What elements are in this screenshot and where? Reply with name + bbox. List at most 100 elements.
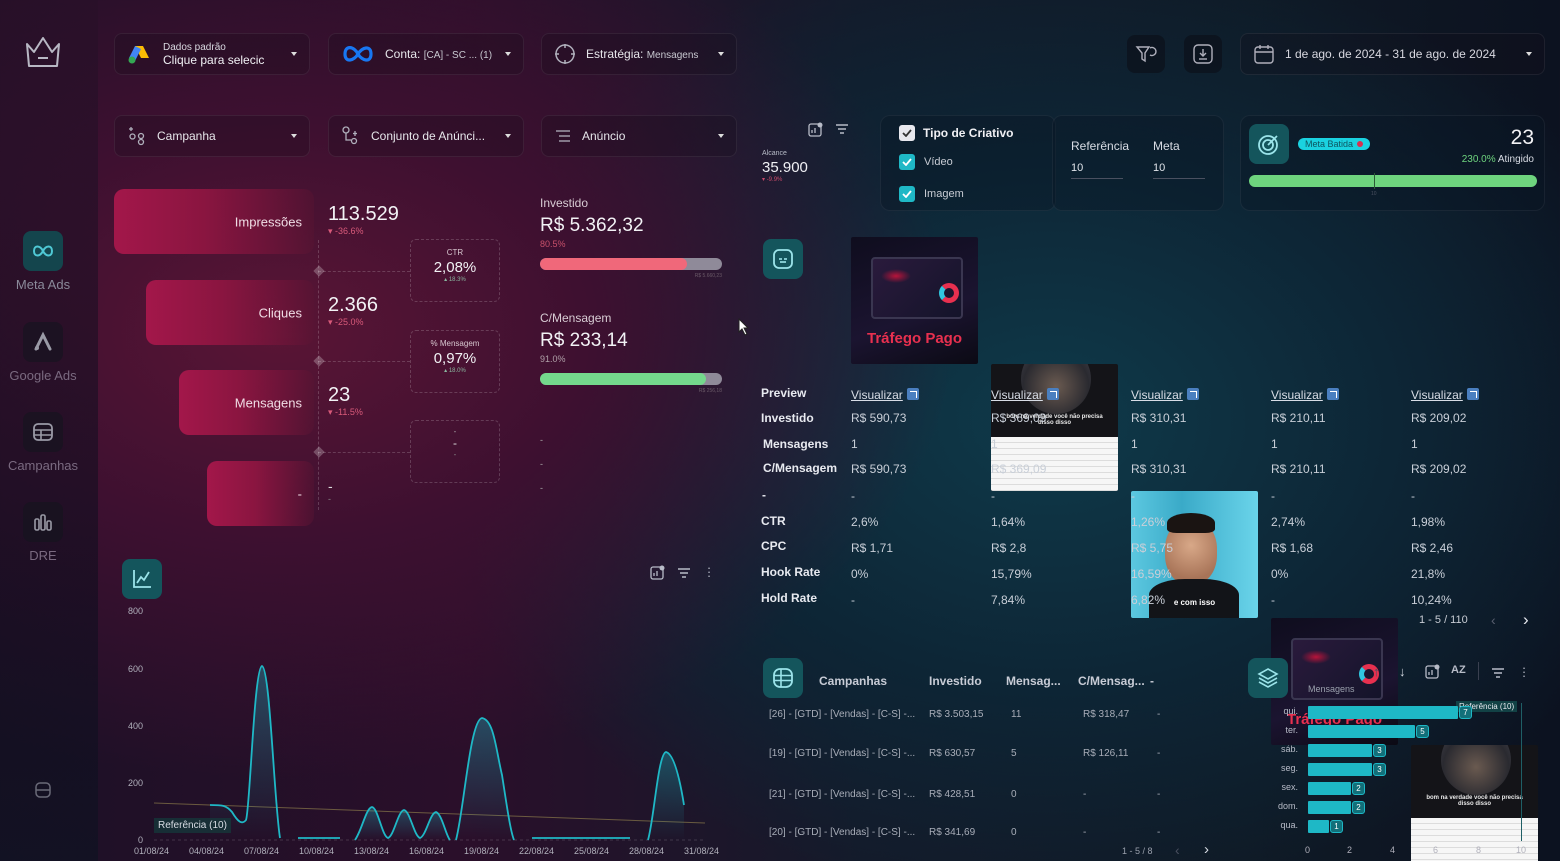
tipo-criativo-select-all[interactable]: Tipo de Criativo xyxy=(899,125,1013,141)
filter-icon[interactable] xyxy=(835,122,849,140)
impressoes-metric: 113.529 ▾ -36.6% xyxy=(328,203,399,236)
bar-sex[interactable] xyxy=(1308,782,1351,795)
sidebar-item-label: DRE xyxy=(29,548,57,563)
table-row[interactable]: [19] - [GTD] - [Vendas] - [C-S] -... R$ … xyxy=(769,748,1161,759)
external-link-icon[interactable] xyxy=(1046,388,1059,400)
adset-tree-icon xyxy=(342,126,358,145)
target-goal-icon xyxy=(1249,124,1289,164)
y-tick: 200 xyxy=(128,778,144,788)
list-icon xyxy=(556,130,570,142)
visualizar-link[interactable]: Visualizar xyxy=(1271,388,1323,402)
x-tick: 28/08/24 xyxy=(629,846,665,856)
bar-sab[interactable] xyxy=(1308,744,1372,757)
bar-value-badge: 3 xyxy=(1373,744,1386,757)
row-label-cpc: CPC xyxy=(761,539,787,553)
campaign-tree-icon xyxy=(129,127,145,146)
x-tick: 19/08/24 xyxy=(464,846,500,856)
creative-thumbnail-5[interactable]: bom na verdade você não precisa disso di… xyxy=(1411,745,1538,861)
account-filter[interactable]: Conta: [CA] - SC ... (1) xyxy=(328,33,524,75)
sidebar-item-google-ads[interactable]: Google Ads xyxy=(0,322,86,383)
google-data-filter[interactable]: Dados padrão Clique para selecic xyxy=(114,33,310,75)
campaign-filter[interactable]: Campanha xyxy=(114,115,310,157)
adset-filter-text: Conjunto de Anúnci... xyxy=(371,129,486,143)
reference-line-label: Referência (10) xyxy=(154,818,231,833)
more-options-icon[interactable]: · · · xyxy=(1521,660,1527,683)
campaign-filter-text: Campanha xyxy=(157,129,216,143)
external-link-icon[interactable] xyxy=(1466,388,1479,400)
creative-thumbnail-3[interactable]: e com isso xyxy=(1131,491,1258,618)
meta-infinity-icon xyxy=(23,231,63,271)
column-header-investido[interactable]: Investido xyxy=(929,674,982,688)
creative-thumbnail-4[interactable]: Tráfego Pago xyxy=(1271,618,1398,745)
tipo-criativo-option-video[interactable]: Vídeo xyxy=(899,154,953,170)
bar-value-badge: 7 xyxy=(1459,706,1472,719)
tipo-criativo-option-imagem[interactable]: Imagem xyxy=(899,186,964,202)
cliques-metric: 2.366 ▾ -25.0% xyxy=(328,294,379,327)
visualizar-link[interactable]: Visualizar xyxy=(851,388,903,402)
strategy-filter[interactable]: Estratégia: Mensagens xyxy=(541,33,737,75)
ad-filter[interactable]: Anúncio xyxy=(541,115,737,157)
column-header-cmensagem[interactable]: C/Mensag... xyxy=(1078,674,1145,688)
bar-chart-title: Mensagens xyxy=(1308,684,1355,694)
adset-filter[interactable]: Conjunto de Anúnci... xyxy=(328,115,524,157)
x-tick: 0 xyxy=(1305,845,1311,855)
mensagens-metric: 23 ▾ -11.5% xyxy=(328,384,363,417)
crown-icon[interactable] xyxy=(22,30,64,72)
bar-qui[interactable] xyxy=(1308,706,1458,719)
sort-down-icon[interactable]: ↓ xyxy=(1399,664,1406,679)
column-header-campanhas[interactable]: Campanhas xyxy=(819,674,888,688)
table-row[interactable]: [21] - [GTD] - [Vendas] - [C-S] -... R$ … xyxy=(769,789,1161,800)
bar-seg[interactable] xyxy=(1308,763,1372,776)
next-page-button[interactable]: › xyxy=(1204,841,1209,858)
goal-panel: Meta Batida 23 230.0% Atingido 10 xyxy=(1240,115,1545,211)
creative-column-3: Visualizar R$ 310,31 1 R$ 310,31 - 1,26%… xyxy=(1131,386,1261,619)
x-tick: 16/08/24 xyxy=(409,846,445,856)
thumbnail-caption: bom na verdade você não precisa disso di… xyxy=(1426,795,1523,807)
visualizar-link[interactable]: Visualizar xyxy=(991,388,1043,402)
external-link-icon[interactable] xyxy=(906,388,919,400)
filter-icon[interactable] xyxy=(677,566,691,584)
column-header-mensagens[interactable]: Mensag... xyxy=(1006,674,1061,688)
prev-page-button[interactable]: ‹ xyxy=(1175,842,1180,858)
chart-settings-icon[interactable] xyxy=(1425,664,1440,684)
next-page-button[interactable]: › xyxy=(1523,610,1529,629)
sort-az-icon[interactable]: AZ xyxy=(1451,664,1466,676)
column-header-empty[interactable]: - xyxy=(1150,674,1154,688)
date-range-picker[interactable]: 1 de ago. de 2024 - 31 de ago. de 2024 xyxy=(1240,33,1545,75)
sidebar-item-campanhas[interactable]: Campanhas xyxy=(0,412,86,473)
more-options-icon[interactable]: · · · xyxy=(706,560,712,583)
visualizar-link[interactable]: Visualizar xyxy=(1131,388,1183,402)
creative-thumbnail-1[interactable]: Tráfego Pago xyxy=(851,237,978,364)
visualizar-link[interactable]: Visualizar xyxy=(1411,388,1463,402)
filter-icon[interactable] xyxy=(1491,666,1505,684)
prev-page-button[interactable]: ‹ xyxy=(1491,612,1496,628)
sidebar-item-meta-ads[interactable]: Meta Ads xyxy=(0,231,86,292)
bar-value-badge: 3 xyxy=(1373,763,1386,776)
investido-progress-bar xyxy=(540,258,722,270)
bar-category: ter. xyxy=(1285,725,1298,735)
row-label-preview: Preview xyxy=(761,386,807,400)
x-tick: 25/08/24 xyxy=(574,846,610,856)
bar-category: qua. xyxy=(1280,820,1298,830)
table-row[interactable]: [20] - [GTD] - [Vendas] - [C-S] -... R$ … xyxy=(769,827,1161,838)
database-icon[interactable] xyxy=(33,780,53,805)
external-link-icon[interactable] xyxy=(1186,388,1199,400)
external-link-icon[interactable] xyxy=(1326,388,1339,400)
bar-dom[interactable] xyxy=(1308,801,1351,814)
bar-ter[interactable] xyxy=(1308,725,1415,738)
x-tick: 6 xyxy=(1433,845,1439,855)
download-button[interactable] xyxy=(1184,35,1222,73)
chart-settings-icon[interactable] xyxy=(650,565,665,585)
sidebar-item-dre[interactable]: DRE xyxy=(0,502,86,563)
meta-input[interactable]: 10 xyxy=(1153,162,1205,179)
reference-line xyxy=(1521,703,1522,841)
alcance-metric: Alcance 35.900 ▾ -9.9% xyxy=(762,150,808,183)
chart-settings-icon[interactable] xyxy=(808,122,823,142)
creative-thumbnail-2[interactable]: bom na verdade você não precisa disso di… xyxy=(991,364,1118,491)
table-row[interactable]: [26] - [GTD] - [Vendas] - [C-S] -... R$ … xyxy=(769,709,1161,720)
sort-up-icon[interactable]: ↑ xyxy=(1373,664,1380,679)
filter-reset-button[interactable] xyxy=(1127,35,1165,73)
bar-qua[interactable] xyxy=(1308,820,1329,833)
referencia-input[interactable]: 10 xyxy=(1071,162,1123,179)
calendar-icon xyxy=(1254,45,1274,64)
